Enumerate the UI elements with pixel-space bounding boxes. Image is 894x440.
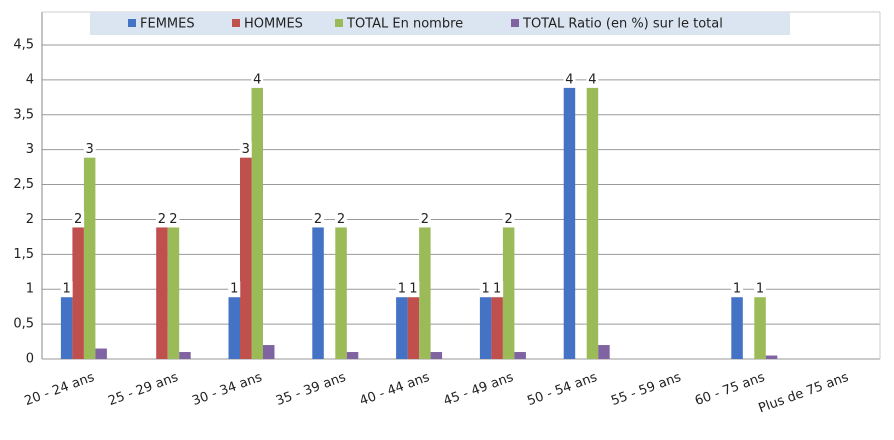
bar [335,219,347,359]
data-label-box [731,281,744,298]
bar [312,219,324,359]
data-label: 1 [63,282,71,297]
bar [754,289,766,359]
data-label: 2 [314,212,322,227]
y-tick-label: 4 [26,72,34,87]
data-label: 3 [242,142,250,157]
y-tick-label: 0,5 [13,317,34,332]
bar [263,345,275,359]
legend-label: HOMMES [244,17,303,32]
legend-swatch [128,19,136,27]
data-label: 1 [756,282,764,297]
bar [167,219,180,359]
bar [731,289,743,359]
data-label: 1 [733,282,741,297]
data-label: 3 [86,142,94,157]
y-tick-label: 4,5 [13,38,34,53]
data-label-box [586,71,599,88]
bar [396,289,408,359]
bar [563,79,576,359]
bar [491,289,503,359]
legend-swatch [511,19,519,27]
data-label: 1 [398,282,406,297]
data-label: 4 [588,72,596,87]
bar [765,355,778,359]
data-label-box [83,141,96,158]
bar [240,149,252,359]
data-label: 1 [482,282,490,297]
bar [83,149,96,359]
data-label: 1 [493,282,501,297]
bar [72,219,84,359]
legend-swatch [335,19,343,27]
bar [346,352,359,359]
data-label-box [395,281,408,298]
y-tick-label: 2 [26,212,34,227]
data-label: 4 [253,72,261,87]
bar [586,79,599,359]
bar [598,345,610,359]
data-label: 4 [565,72,573,87]
bar [179,352,191,359]
legend-label: TOTAL Ratio (en %) sur le total [522,17,723,32]
data-label-box [407,281,420,298]
legend-label: TOTAL En nombre [346,17,463,32]
legend-swatch [232,19,240,27]
data-label-box [563,71,576,88]
data-label-box [502,211,515,228]
data-label: 1 [409,282,417,297]
y-tick-label: 3,5 [13,107,34,122]
data-label: 2 [337,212,345,227]
bar [251,79,263,359]
bar [228,289,240,359]
legend-box [90,12,790,35]
y-tick-label: 3 [26,142,34,157]
y-tick-label: 0 [26,352,34,367]
data-label-box [418,211,431,228]
y-tick-label: 2,5 [13,177,34,192]
bar [479,289,492,359]
data-label-box [228,281,241,298]
data-label-box [335,211,348,228]
y-tick-label: 1 [26,282,34,297]
data-label: 2 [74,212,82,227]
bar [156,219,168,359]
legend-label: FEMMES [140,17,195,32]
data-label-box [479,281,492,298]
data-label-box [312,211,325,228]
data-label: 2 [421,212,429,227]
data-label: 2 [169,212,177,227]
bar [407,289,420,359]
data-label-box [251,71,264,88]
data-label-box [167,211,180,228]
bar [95,348,107,359]
bar [502,219,515,359]
y-tick-label: 1,5 [13,247,34,262]
bar [60,289,73,359]
bar [419,219,431,359]
data-label-box [491,281,504,298]
data-label: 2 [158,212,166,227]
data-label-box [155,211,168,228]
bar [430,352,443,359]
data-label-box [239,141,252,158]
data-label-box [72,211,85,228]
data-label-box [60,281,73,298]
data-label: 2 [505,212,513,227]
bar [514,352,526,359]
data-label: 1 [230,282,238,297]
data-label-box [754,281,767,298]
